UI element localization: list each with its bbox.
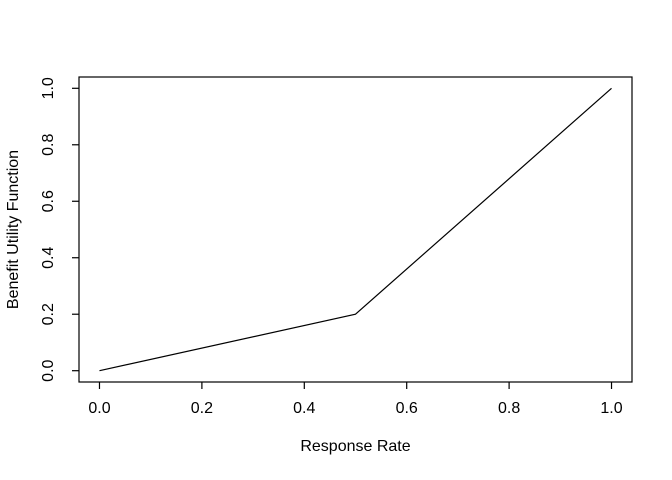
y-tick-label: 0.8 (40, 134, 57, 156)
y-tick-label: 1.0 (40, 77, 57, 99)
y-tick-label: 0.4 (40, 247, 57, 269)
x-tick-label: 0.6 (396, 400, 418, 417)
data-line (99, 87, 612, 372)
x-tick-label: 0.4 (293, 400, 315, 417)
y-axis-title: Benefit Utility Function (5, 150, 22, 309)
y-tick-label: 0.6 (40, 190, 57, 212)
x-tick-label: 0.0 (88, 400, 110, 417)
x-tick-label: 0.8 (498, 400, 520, 417)
plot-box (78, 76, 633, 383)
x-tick-label: 1.0 (600, 400, 622, 417)
chart-generated-layer: 0.0 0.2 0.4 0.6 0.8 1.0 0.0 0.2 0.4 0.6 0.8 1.0 (40, 76, 633, 417)
y-tick-label: 0.2 (40, 303, 57, 325)
y-tick-label: 0.0 (40, 359, 57, 381)
x-tick-label: 0.2 (191, 400, 213, 417)
x-axis-title: Response Rate (300, 438, 410, 455)
